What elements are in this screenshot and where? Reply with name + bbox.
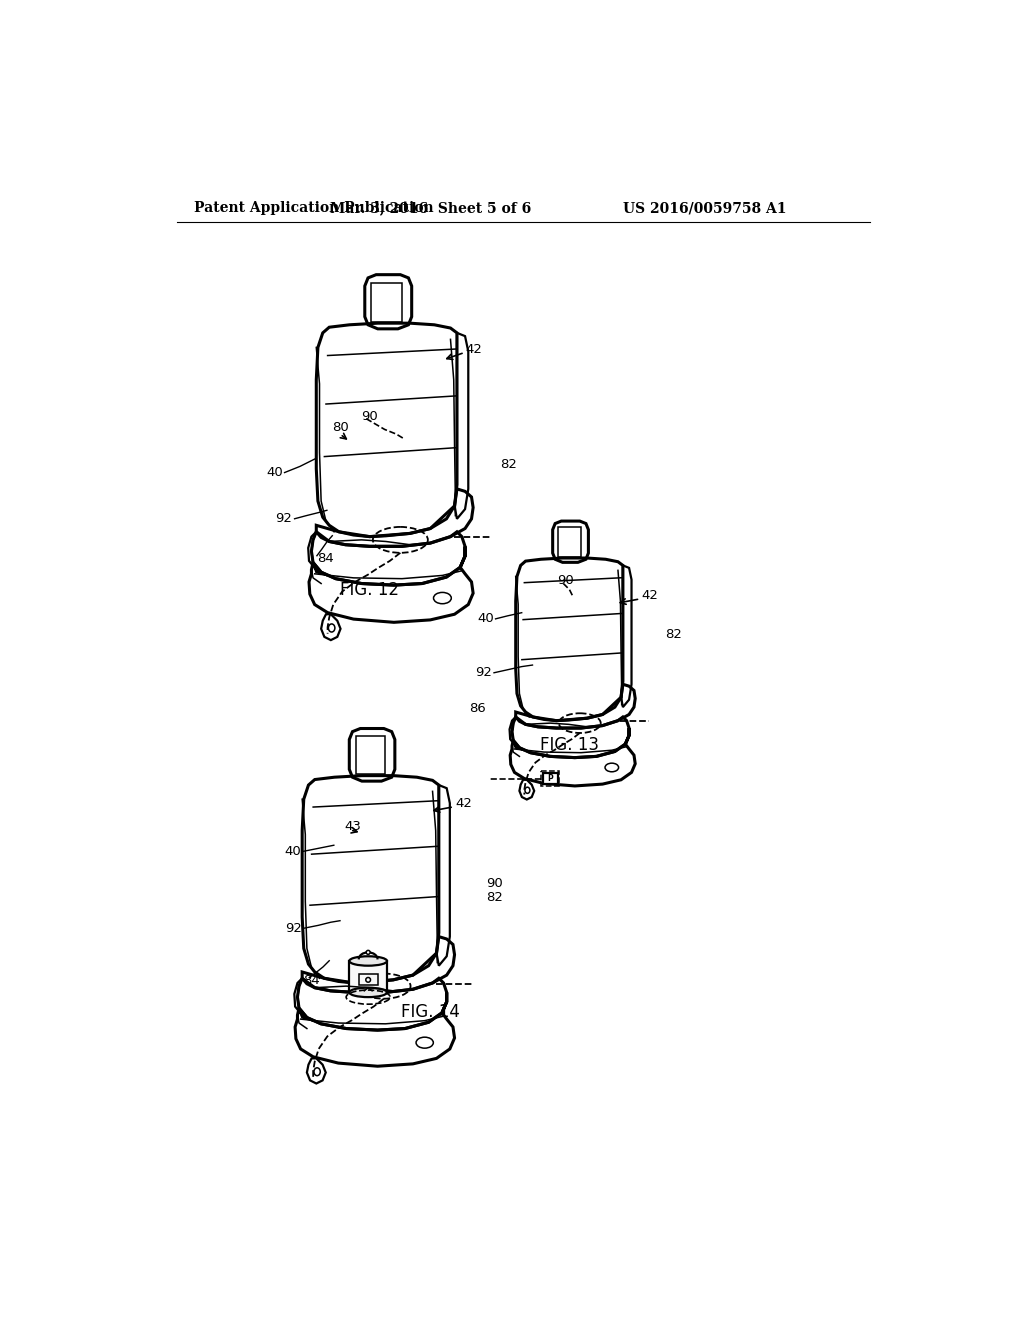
Text: Patent Application Publication: Patent Application Publication xyxy=(194,202,433,215)
Ellipse shape xyxy=(367,950,370,954)
Text: 42: 42 xyxy=(456,797,472,810)
Text: 82: 82 xyxy=(500,458,517,471)
Text: 86: 86 xyxy=(470,702,486,714)
Ellipse shape xyxy=(349,956,387,966)
Text: 40: 40 xyxy=(266,466,283,479)
Text: FIG. 13: FIG. 13 xyxy=(540,737,599,754)
Text: 90: 90 xyxy=(360,409,378,422)
Text: Mar. 3, 2016  Sheet 5 of 6: Mar. 3, 2016 Sheet 5 of 6 xyxy=(330,202,531,215)
Text: 80: 80 xyxy=(333,421,349,434)
Text: P: P xyxy=(548,774,553,783)
FancyBboxPatch shape xyxy=(543,774,558,784)
Text: 90: 90 xyxy=(486,878,503,890)
Text: 92: 92 xyxy=(475,667,493,680)
Text: FIG. 12: FIG. 12 xyxy=(340,581,398,598)
Text: 42: 42 xyxy=(642,589,658,602)
Text: 42: 42 xyxy=(466,343,482,356)
FancyBboxPatch shape xyxy=(349,961,387,993)
Text: 40: 40 xyxy=(477,612,494,626)
Text: 92: 92 xyxy=(275,512,292,525)
Text: 40: 40 xyxy=(285,845,301,858)
Text: 84: 84 xyxy=(303,974,319,987)
Text: 82: 82 xyxy=(665,628,682,640)
Text: 82: 82 xyxy=(486,891,503,904)
Text: 90: 90 xyxy=(557,574,573,587)
Text: FIG. 14: FIG. 14 xyxy=(401,1003,461,1020)
Text: 84: 84 xyxy=(316,552,334,565)
Ellipse shape xyxy=(349,987,387,997)
Text: US 2016/0059758 A1: US 2016/0059758 A1 xyxy=(624,202,786,215)
Text: 92: 92 xyxy=(285,921,301,935)
Text: 43: 43 xyxy=(345,820,361,833)
